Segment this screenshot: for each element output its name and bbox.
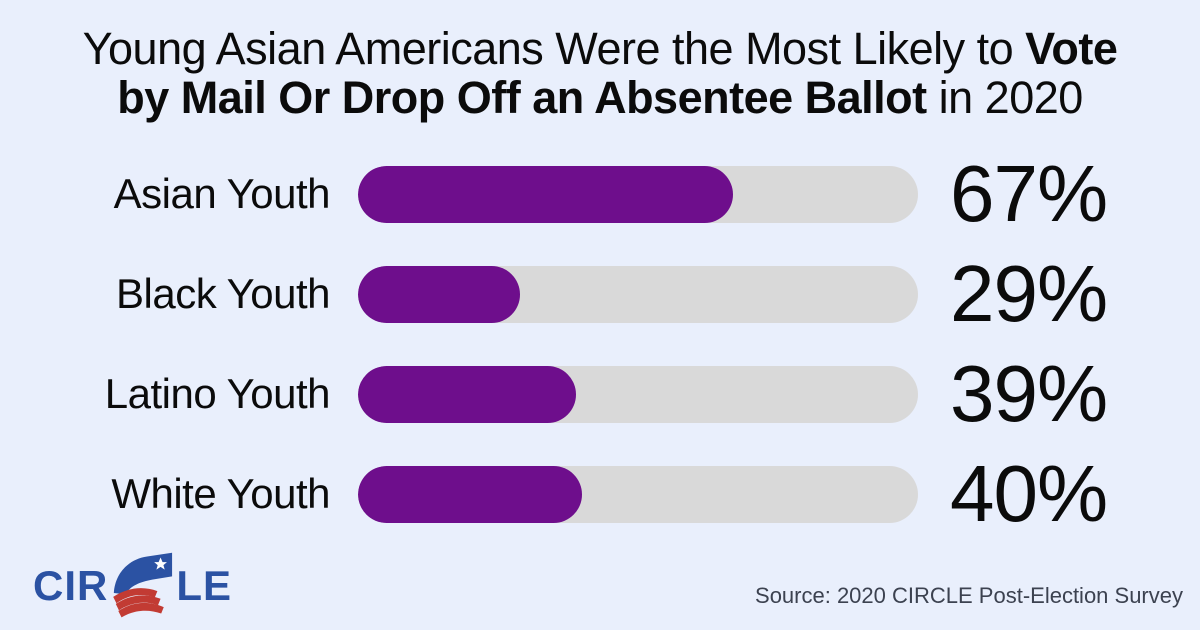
logo-text-cir: CIR bbox=[33, 562, 109, 609]
logo-text-le: LE bbox=[176, 562, 233, 609]
bar-track bbox=[358, 365, 918, 423]
flag-c-icon bbox=[113, 552, 173, 618]
title-line2-regular: in 2020 bbox=[926, 72, 1084, 123]
bar-fill bbox=[358, 365, 577, 423]
bar-value: 39% bbox=[950, 349, 1108, 438]
bar-value: 67% bbox=[950, 149, 1108, 238]
chart-title: Young Asian Americans Were the Most Like… bbox=[0, 24, 1200, 122]
bar-track bbox=[358, 265, 918, 323]
circle-logo: CIR LE bbox=[33, 548, 232, 624]
bar-fill bbox=[358, 465, 582, 523]
bar-chart: Asian Youth 67% Black Youth 29% Latino Y… bbox=[0, 144, 1200, 544]
title-line1-bold: Vote bbox=[1025, 23, 1118, 74]
chart-title-line1: Young Asian Americans Were the Most Like… bbox=[0, 24, 1200, 73]
bar-row-white-youth: White Youth 40% bbox=[0, 444, 1200, 544]
bar-fill bbox=[358, 265, 521, 323]
bar-label: Black Youth bbox=[115, 270, 331, 317]
bar-row-asian-youth: Asian Youth 67% bbox=[0, 144, 1200, 244]
source-attribution: Source: 2020 CIRCLE Post-Election Survey bbox=[755, 583, 1183, 608]
bar-value: 29% bbox=[950, 249, 1108, 338]
title-line2-bold: by Mail Or Drop Off an Absentee Ballot bbox=[117, 72, 927, 123]
bar-fill bbox=[358, 165, 734, 223]
bar-label: Latino Youth bbox=[104, 370, 331, 417]
bar-label: Asian Youth bbox=[113, 170, 331, 217]
title-line1-regular: Young Asian Americans Were the Most Like… bbox=[82, 23, 1026, 74]
bar-track bbox=[358, 165, 918, 223]
bar-label: White Youth bbox=[111, 470, 330, 517]
bar-value: 40% bbox=[950, 449, 1108, 538]
bar-row-black-youth: Black Youth 29% bbox=[0, 244, 1200, 344]
chart-title-line2: by Mail Or Drop Off an Absentee Ballot i… bbox=[0, 73, 1200, 122]
bar-track bbox=[358, 465, 918, 523]
bar-row-latino-youth: Latino Youth 39% bbox=[0, 344, 1200, 444]
